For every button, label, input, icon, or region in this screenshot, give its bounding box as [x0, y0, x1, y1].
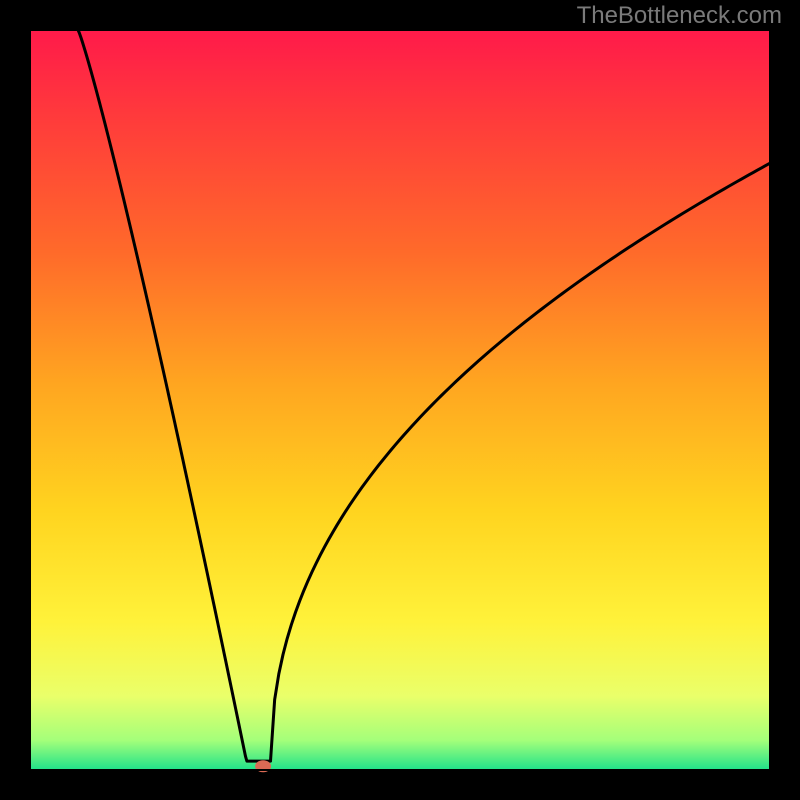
attribution-text: TheBottleneck.com: [577, 2, 782, 30]
bottleneck-chart: [0, 0, 800, 800]
plot-background: [30, 30, 770, 770]
